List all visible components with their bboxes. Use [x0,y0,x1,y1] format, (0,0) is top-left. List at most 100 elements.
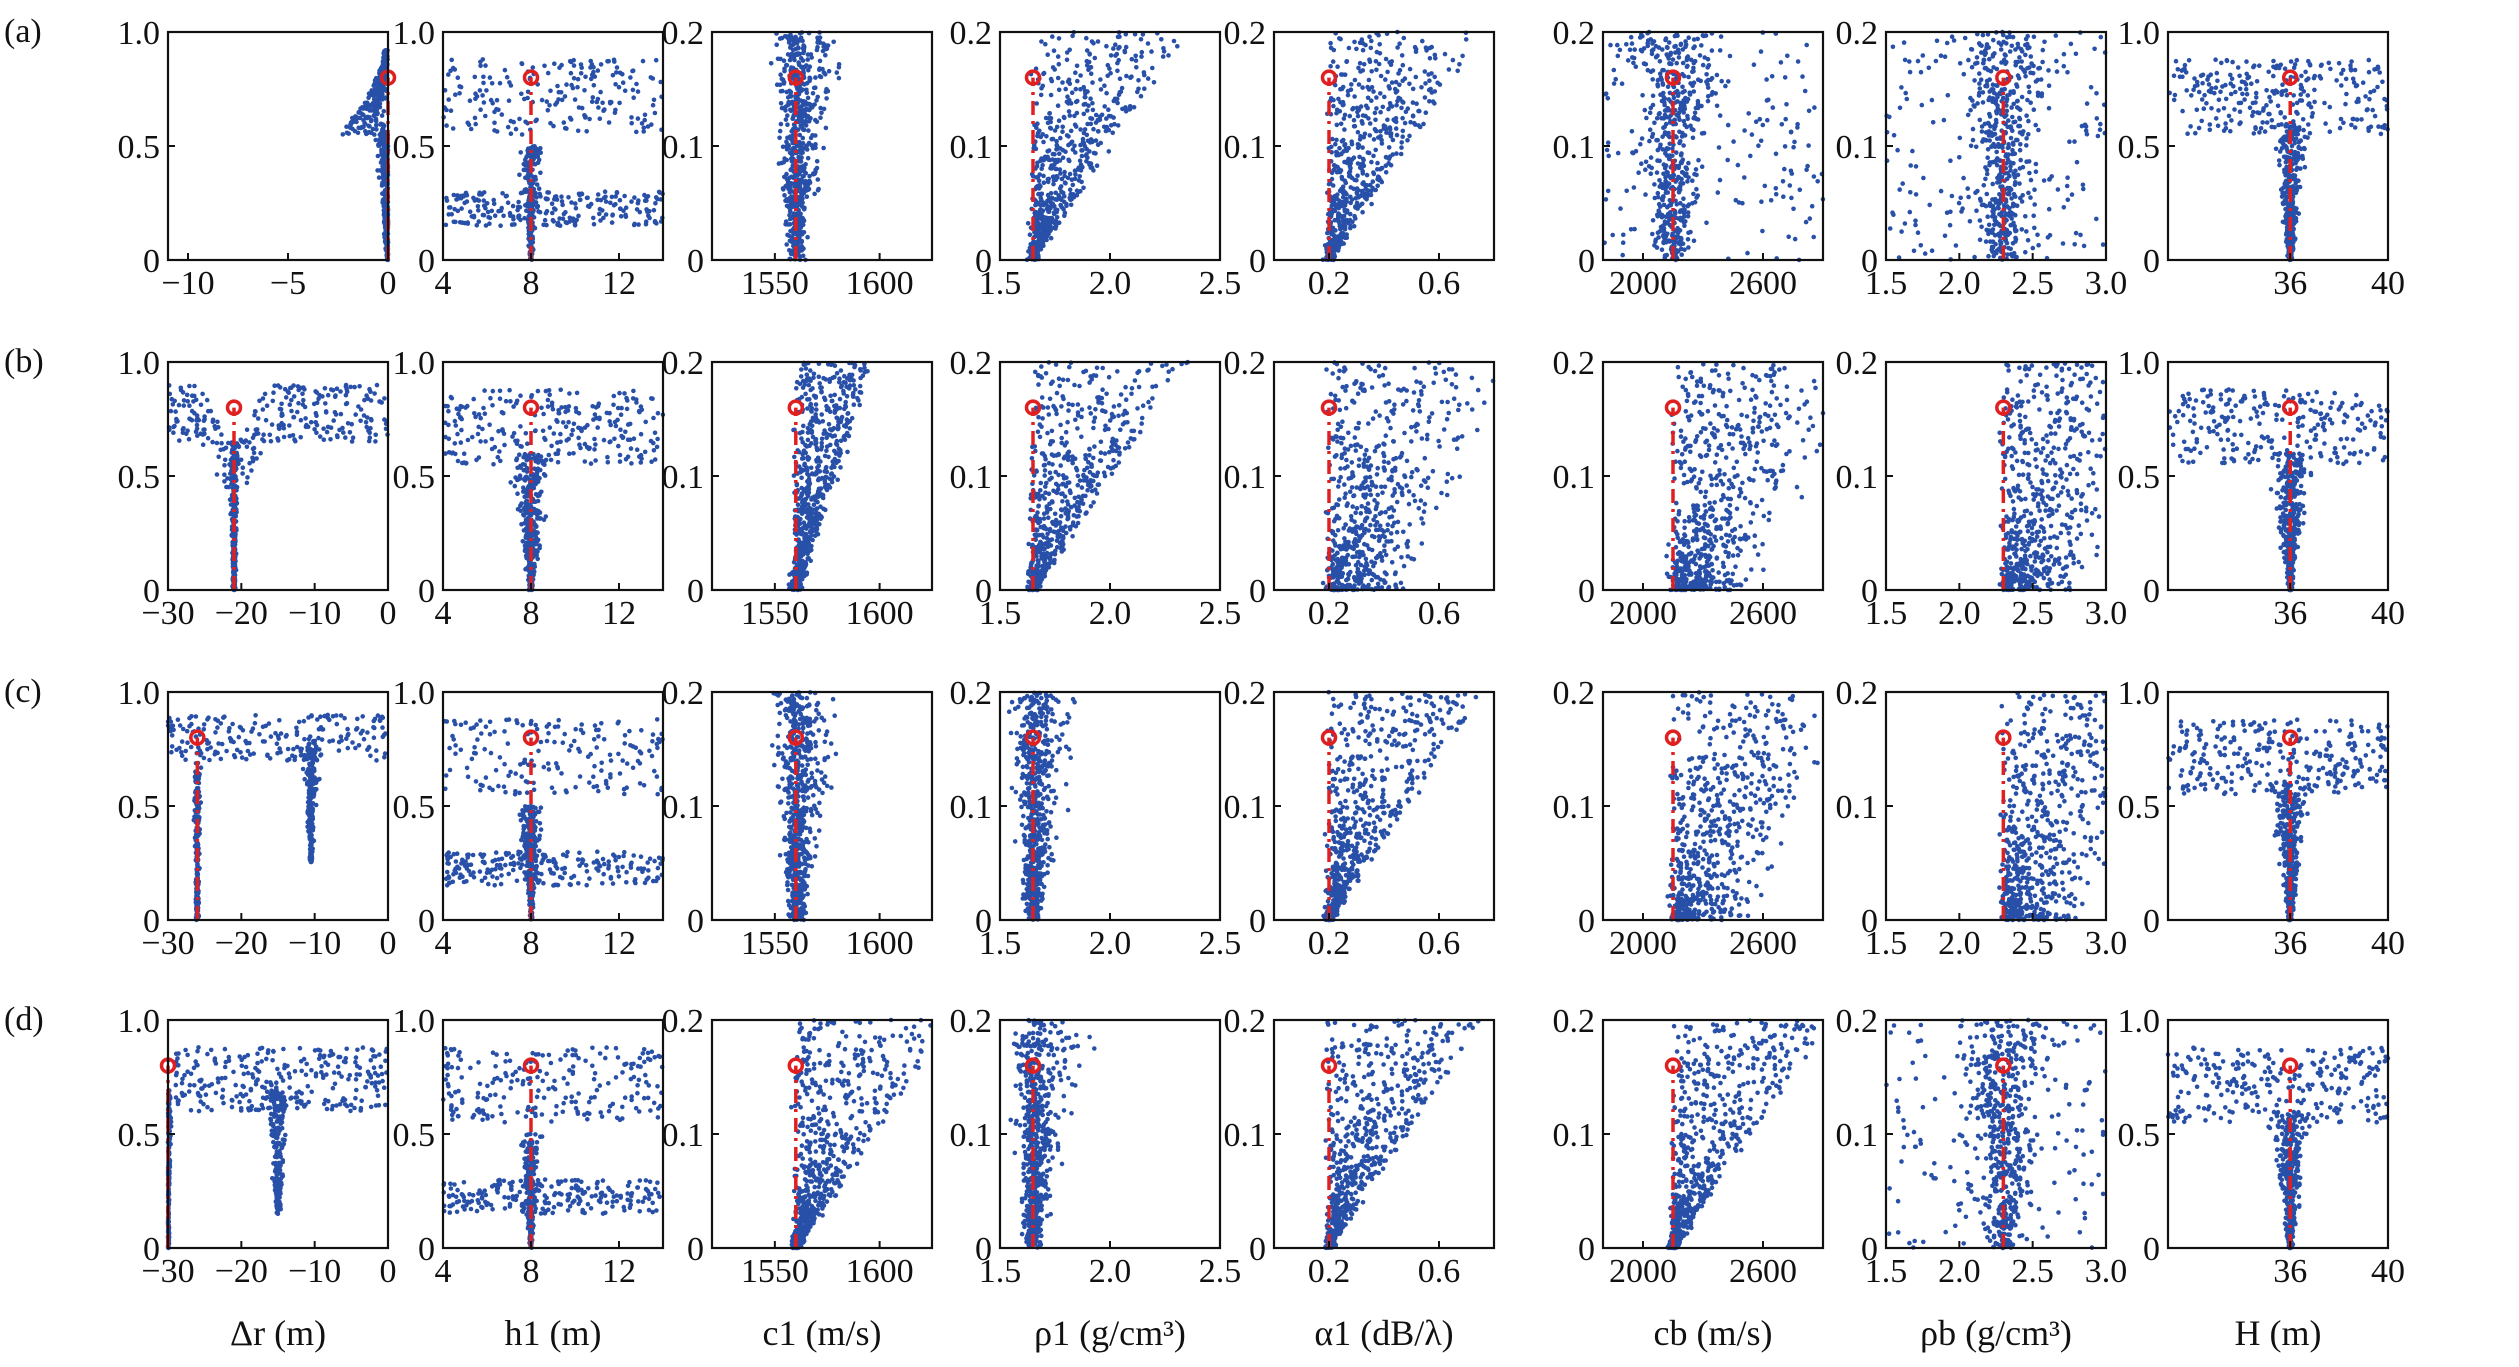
data-point [2251,131,2257,136]
data-point [1343,190,1348,195]
data-point [1063,149,1068,154]
data-point [2064,183,2070,189]
data-point [1705,98,1711,104]
axes-frame [166,30,390,262]
data-point [617,100,622,106]
data-point [2011,120,2016,125]
data-point [1661,232,1666,238]
axes-frame [710,30,934,262]
data-point [1998,240,2004,245]
data-point [1352,77,1358,83]
data-point [590,95,596,100]
data-point [1977,71,1982,76]
data-point [2017,123,2023,129]
data-point [1045,156,1050,161]
data-point [641,129,646,134]
data-point [568,59,574,65]
data-point [2027,89,2032,95]
data-point [1423,110,1429,115]
data-point [1742,175,1747,180]
data-point [1713,91,1718,96]
data-point [1048,76,1054,82]
data-point [603,194,608,200]
data-point [1139,54,1144,59]
data-point [1657,71,1663,76]
data-point [1668,50,1674,56]
data-point [1698,78,1703,84]
data-point [2046,68,2051,73]
data-point [1666,40,1672,45]
data-point [1994,110,2000,116]
data-point [2035,232,2040,238]
data-point [595,192,601,197]
data-point [1328,64,1333,69]
data-point [1899,85,1904,90]
data-point [2081,186,2086,192]
data-point [1701,130,1707,136]
data-point [1749,132,1755,137]
data-point [2186,58,2192,63]
data-point [522,157,528,163]
data-point [1987,138,1992,143]
data-point [630,68,635,74]
data-point [1675,33,1680,38]
data-point [2182,62,2188,68]
data-point [2026,84,2032,90]
data-point [1041,173,1046,179]
data-point [1333,228,1338,233]
data-point [2196,89,2202,95]
data-point [2257,110,2262,116]
data-point [787,195,793,201]
data-point [1386,84,1392,89]
data-point [362,120,367,126]
data-point [2380,79,2385,85]
data-point [2001,32,2006,38]
data-point [1427,99,1432,104]
data-point [2009,43,2015,49]
data-point [2037,65,2043,71]
data-point [2349,59,2354,64]
data-point [1665,204,1670,210]
data-point [1691,89,1697,94]
data-point [1062,115,1067,121]
data-point [2020,164,2026,170]
data-point [1049,164,1055,169]
data-point [1670,57,1676,62]
data-point [2040,59,2045,65]
data-point [513,126,519,132]
data-point [1074,192,1080,198]
data-point [449,57,455,63]
data-point [775,56,781,62]
data-point [2260,120,2265,125]
data-point [1692,171,1697,177]
data-point [1725,157,1730,163]
data-point [1604,147,1610,153]
data-point [1432,101,1437,106]
data-point [823,89,829,95]
data-point [1378,73,1384,79]
data-point [1118,89,1124,95]
data-point [536,186,542,191]
data-point [1115,68,1120,74]
data-point [1060,129,1065,134]
data-point [2267,94,2272,100]
data-point [1651,39,1657,44]
data-point [1972,78,1977,83]
data-point [1070,182,1076,188]
data-point [448,108,454,113]
data-point [1107,66,1112,71]
data-point [1913,164,1919,169]
data-point [1390,152,1396,157]
data-point [1625,58,1631,63]
data-point [1695,98,1701,104]
data-point [2005,232,2011,237]
data-point [535,153,540,158]
data-point [1675,47,1681,53]
data-point [1348,223,1353,229]
data-point [1779,122,1785,127]
data-point [566,195,571,200]
data-point [789,188,794,194]
data-point [1681,143,1686,148]
data-point [588,76,594,82]
